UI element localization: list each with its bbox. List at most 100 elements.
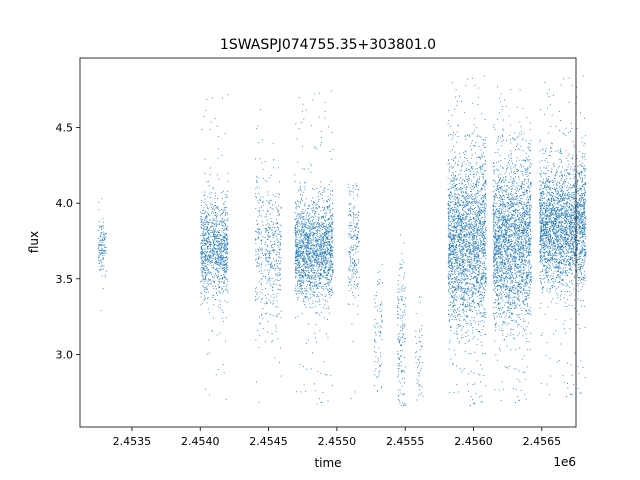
data-point (468, 201, 470, 203)
data-point (302, 293, 304, 295)
data-point (315, 261, 317, 263)
data-point (404, 309, 406, 311)
data-point (315, 240, 317, 242)
data-point (351, 245, 352, 247)
data-point (257, 248, 259, 250)
data-point (297, 248, 299, 250)
data-point (226, 243, 228, 245)
data-point (405, 297, 406, 299)
data-point (218, 249, 220, 251)
data-point (302, 218, 304, 220)
data-point (278, 210, 280, 212)
data-point (309, 243, 311, 245)
data-point (480, 278, 482, 280)
data-point (205, 272, 206, 274)
data-point (204, 201, 206, 203)
data-point (331, 230, 333, 232)
data-point (208, 254, 210, 255)
data-point (467, 259, 469, 261)
data-point (474, 351, 476, 353)
data-point (203, 234, 205, 236)
data-point (465, 331, 467, 333)
data-point (469, 310, 471, 312)
data-point (325, 300, 326, 301)
data-point (278, 289, 280, 291)
data-point (280, 375, 282, 377)
data-point (271, 232, 273, 234)
data-point (373, 351, 375, 353)
data-point (295, 269, 297, 271)
data-point (472, 242, 474, 243)
data-point (322, 207, 324, 208)
data-point (104, 246, 106, 248)
data-point (202, 245, 204, 246)
data-point (225, 253, 226, 255)
data-point (321, 217, 323, 219)
data-point (400, 264, 402, 265)
data-point (323, 272, 325, 274)
data-point (314, 232, 316, 234)
data-point (295, 207, 297, 209)
data-point (328, 224, 330, 226)
data-point (316, 260, 318, 262)
data-point (301, 242, 303, 243)
data-point (267, 226, 269, 228)
data-point (416, 351, 418, 353)
data-point (221, 247, 223, 249)
data-point (225, 289, 227, 291)
data-point (353, 264, 355, 266)
data-point (484, 186, 486, 188)
data-point (451, 245, 453, 246)
data-point (210, 257, 211, 259)
data-point (420, 296, 422, 298)
data-point (307, 280, 309, 282)
data-point (224, 267, 226, 268)
data-point (327, 319, 328, 320)
data-point (450, 229, 452, 230)
data-point (298, 251, 300, 253)
data-point (349, 289, 351, 291)
data-point (400, 382, 402, 384)
data-point (350, 249, 352, 251)
data-point (465, 216, 467, 218)
data-point (467, 276, 469, 278)
data-point (322, 247, 324, 249)
data-point (404, 314, 406, 316)
data-point (268, 257, 270, 258)
data-point (478, 227, 480, 229)
data-point (455, 265, 457, 267)
data-point (308, 225, 310, 227)
data-point (296, 232, 298, 234)
data-point (356, 214, 358, 215)
data-point (305, 297, 307, 298)
data-point (310, 227, 312, 229)
data-point (217, 206, 219, 208)
data-point (219, 235, 221, 237)
data-point (482, 222, 484, 224)
data-point (311, 282, 313, 283)
data-point (222, 277, 224, 278)
data-point (204, 243, 206, 245)
data-point (301, 281, 303, 283)
data-point (323, 255, 325, 257)
data-point (261, 221, 263, 223)
data-point (400, 370, 402, 372)
data-point (306, 235, 308, 237)
data-point (103, 250, 105, 252)
data-point (304, 259, 305, 261)
data-point (329, 231, 331, 233)
data-point (304, 262, 306, 264)
data-point (212, 97, 213, 99)
data-point (304, 251, 306, 253)
data-point (478, 202, 479, 204)
data-point (467, 299, 469, 301)
data-point (485, 205, 487, 207)
data-point (325, 256, 326, 258)
data-point (208, 239, 210, 241)
data-point (204, 251, 206, 253)
data-point (468, 175, 470, 177)
data-point (255, 258, 257, 260)
data-point (483, 195, 485, 196)
data-point (468, 305, 470, 307)
data-point (358, 276, 360, 278)
